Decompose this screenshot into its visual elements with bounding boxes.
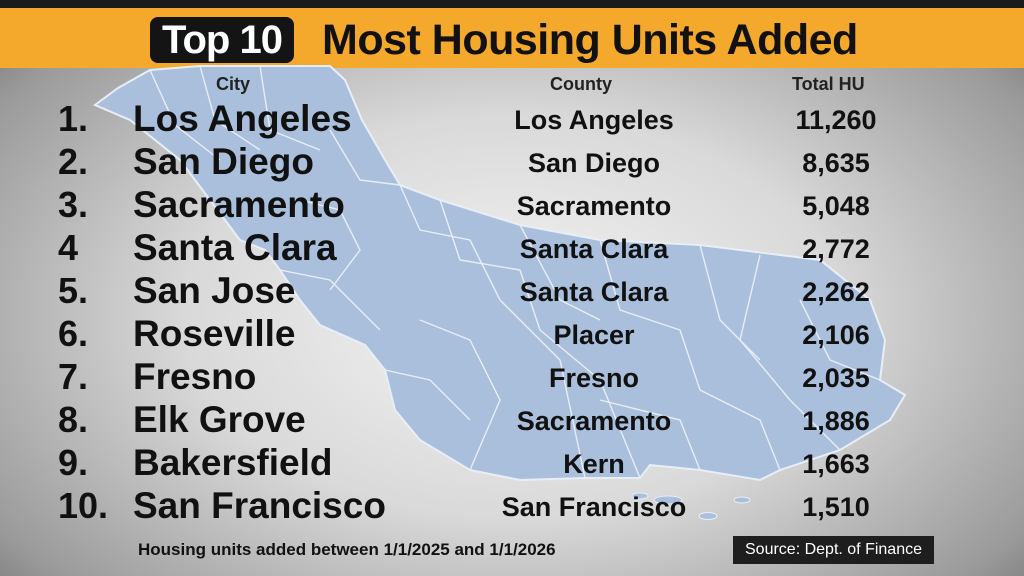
rank-label: 5.	[58, 270, 89, 311]
table-row: 4 Santa Clara Santa Clara 2,772	[58, 227, 870, 268]
top10-badge: Top 10	[150, 17, 294, 63]
rank-label: 8.	[58, 399, 89, 440]
rank-label: 9.	[58, 442, 89, 483]
table-row: 3. Sacramento Sacramento 5,048	[58, 184, 870, 225]
table-row: 10. San Francisco San Francisco 1,510	[58, 485, 870, 526]
city-name: Roseville	[133, 313, 296, 354]
city-name: Elk Grove	[133, 399, 306, 440]
table-row: 6. Roseville Placer 2,106	[58, 313, 870, 354]
rank-label: 3.	[58, 184, 89, 225]
table-row: 2. San Diego San Diego 8,635	[58, 141, 870, 182]
rank-label: 2.	[58, 141, 89, 182]
city-name: San Francisco	[133, 485, 386, 526]
city-name: Bakersfield	[133, 442, 333, 483]
rank-label: 1.	[58, 98, 89, 139]
california-outline	[93, 65, 907, 482]
table-row: 8. Elk Grove Sacramento 1,886	[58, 399, 870, 440]
rank-label: 10.	[58, 485, 109, 526]
city-name: San Jose	[133, 270, 296, 311]
top-border	[0, 0, 1024, 8]
headline: Most Housing Units Added	[322, 16, 858, 64]
county-column-header: County	[550, 74, 612, 94]
city-name: Santa Clara	[133, 227, 337, 268]
table-row: 9. Bakersfield Kern 1,663	[58, 442, 870, 483]
title-banner: Top 10 Most Housing Units Added	[0, 8, 1024, 68]
table-row: 5. San Jose Santa Clara 2,262	[58, 270, 870, 311]
city-name: San Diego	[133, 141, 314, 182]
channel-islands	[631, 492, 751, 520]
city-name: Sacramento	[133, 184, 345, 225]
source-badge: Source: Dept. of Finance	[733, 536, 934, 564]
table-row: 7. Fresno Fresno 2,035	[58, 356, 870, 397]
rank-label: 7.	[58, 356, 89, 397]
rank-label: 4	[58, 227, 79, 268]
city-column-header: City	[216, 74, 251, 94]
total-column-header: Total HU	[792, 74, 865, 94]
county-lines	[149, 65, 881, 479]
footnote: Housing units added between 1/1/2025 and…	[138, 540, 556, 559]
city-name: Los Angeles	[133, 98, 352, 139]
table-row: 1. Los Angeles Los Angeles 11,260	[58, 98, 877, 139]
rank-label: 6.	[58, 313, 89, 354]
city-name: Fresno	[133, 356, 257, 397]
